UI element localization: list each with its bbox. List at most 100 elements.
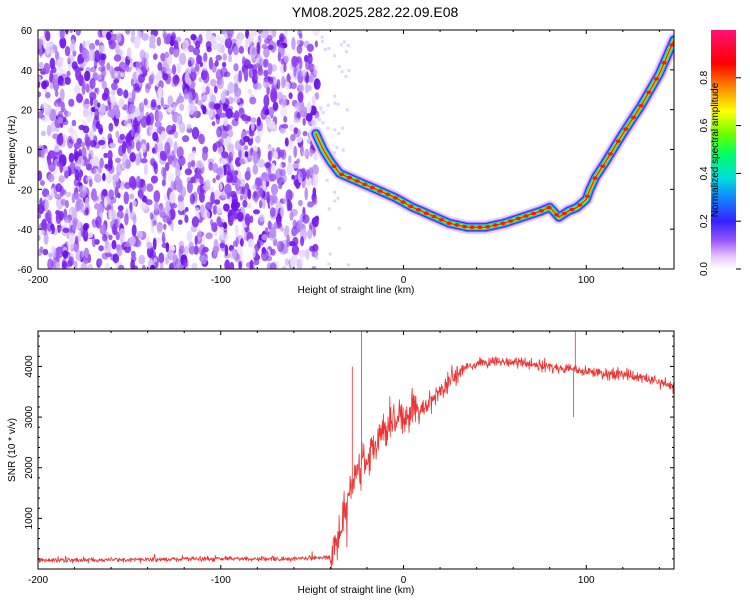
- noise-speckle: [104, 262, 110, 269]
- noise-speckle: [82, 77, 86, 90]
- noise-speckle: [234, 110, 240, 122]
- noise-speckle: [148, 112, 155, 126]
- noise-speckle: [219, 242, 226, 249]
- noise-speckle: [188, 91, 193, 104]
- noise-speckle: [114, 71, 119, 78]
- noise-speckle: [306, 169, 310, 180]
- noise-speckle: [269, 262, 277, 269]
- noise-speckle: [49, 83, 54, 90]
- noise-speckle: [337, 132, 341, 135]
- noise-speckle: [94, 39, 100, 46]
- ridge-peak: [331, 164, 337, 168]
- noise-speckle: [167, 249, 175, 261]
- noise-speckle: [156, 71, 163, 80]
- noise-speckle: [257, 238, 262, 249]
- noise-speckle: [269, 194, 276, 201]
- noise-speckle: [178, 155, 186, 166]
- noise-speckle: [253, 209, 260, 215]
- noise-speckle: [114, 44, 120, 55]
- noise-speckle: [53, 73, 59, 85]
- ridge-peak: [623, 127, 629, 131]
- noise-speckle: [290, 133, 296, 142]
- noise-speckle: [74, 84, 81, 96]
- noise-speckle: [283, 116, 288, 123]
- noise-speckle: [242, 199, 248, 208]
- noise-speckle: [162, 215, 170, 223]
- noise-speckle: [202, 234, 206, 246]
- noise-speckle: [244, 151, 249, 158]
- colorbar-gradient: [711, 30, 736, 269]
- colorbar-tick-label: 0.0: [699, 262, 710, 276]
- y-tick-label: -60: [18, 265, 33, 276]
- noise-speckle: [89, 77, 96, 90]
- noise-speckle: [38, 38, 44, 47]
- noise-speckle: [138, 254, 146, 265]
- noise-speckle: [62, 227, 70, 233]
- noise-speckle: [290, 82, 297, 90]
- noise-speckle: [71, 119, 77, 127]
- noise-speckle: [255, 177, 263, 187]
- noise-speckle: [298, 82, 305, 93]
- noise-speckle: [263, 69, 269, 78]
- ridge-peak: [523, 214, 529, 218]
- noise-speckle: [54, 193, 62, 200]
- noise-speckle: [145, 82, 152, 90]
- noise-speckle: [326, 126, 330, 130]
- noise-speckle: [211, 121, 216, 127]
- noise-speckle: [296, 39, 300, 46]
- noise-speckle: [256, 41, 261, 55]
- noise-speckle: [87, 263, 94, 269]
- ridge-peak: [392, 196, 399, 200]
- noise-speckle: [220, 91, 226, 104]
- noise-speckle: [288, 241, 296, 247]
- noise-speckle: [238, 70, 243, 83]
- noise-speckle: [164, 141, 171, 155]
- noise-speckle: [102, 80, 107, 90]
- noise-speckle: [263, 58, 269, 68]
- noise-speckle: [47, 173, 55, 183]
- noise-speckle: [293, 117, 301, 123]
- noise-speckle: [253, 259, 260, 266]
- noise-speckle: [286, 74, 292, 81]
- noise-speckle: [152, 53, 158, 60]
- ridge-peak: [485, 225, 491, 229]
- ridge-peak: [554, 213, 560, 217]
- noise-speckle: [306, 101, 312, 114]
- ridge-peak: [362, 182, 368, 187]
- colorbar-tick-label: 0.4: [699, 166, 710, 180]
- noise-speckle: [109, 142, 116, 148]
- noise-speckle: [131, 265, 138, 269]
- noise-speckle: [157, 104, 161, 110]
- noise-speckle: [156, 223, 163, 235]
- noise-speckle: [156, 127, 161, 133]
- noise-speckle: [339, 43, 343, 47]
- noise-speckle: [240, 194, 244, 201]
- noise-speckle: [184, 168, 193, 176]
- noise-speckle: [135, 175, 141, 189]
- noise-speckle: [270, 183, 279, 196]
- noise-speckle: [88, 48, 96, 62]
- ridge-peak: [415, 208, 422, 212]
- noise-speckle: [106, 172, 111, 185]
- noise-speckle: [208, 161, 214, 171]
- snr-plot-area: [38, 331, 674, 569]
- noise-speckle: [284, 225, 290, 235]
- noise-speckle: [284, 137, 289, 147]
- noise-speckle: [276, 39, 281, 46]
- noise-speckle: [252, 247, 256, 259]
- noise-speckle: [233, 95, 241, 104]
- noise-speckle: [291, 174, 295, 180]
- noise-speckle: [141, 264, 146, 269]
- x-tick-label: 0: [401, 575, 407, 586]
- noise-speckle: [241, 184, 245, 195]
- noise-speckle: [215, 114, 221, 125]
- noise-speckle: [286, 163, 293, 176]
- noise-speckle: [59, 37, 67, 49]
- noise-speckle: [181, 188, 186, 198]
- noise-speckle: [104, 241, 112, 254]
- noise-speckle: [273, 78, 277, 86]
- ridge-peak: [431, 214, 437, 219]
- noise-speckle: [169, 191, 176, 204]
- noise-speckle: [150, 264, 156, 269]
- noise-speckle: [60, 198, 67, 206]
